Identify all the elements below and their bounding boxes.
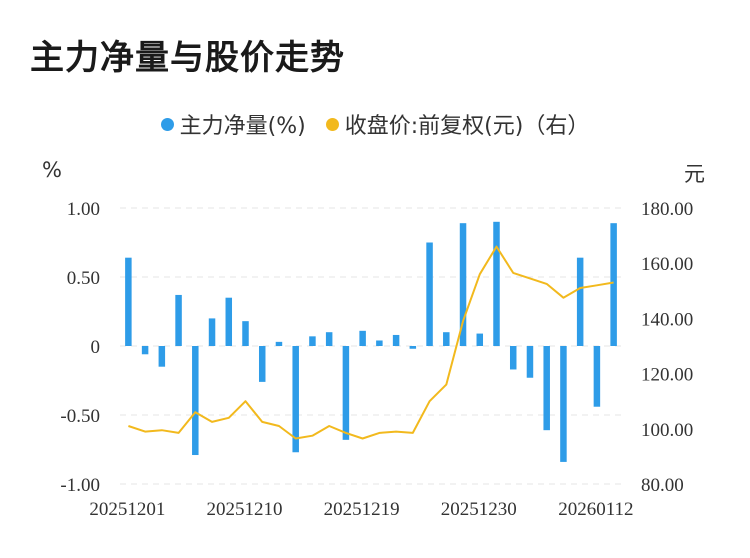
bar [141, 346, 149, 355]
bar [543, 346, 550, 431]
legend-label-line: 收盘价:前复权(元)（右） [344, 114, 590, 139]
legend-label-bar: 主力净量(%) [179, 114, 306, 139]
price-line [128, 245, 614, 440]
bar [125, 257, 132, 346]
bar [158, 346, 166, 367]
bar [208, 318, 216, 346]
legend-item-line[interactable]: 收盘价:前复权(元)（右） [325, 108, 590, 140]
chart-title: 主力净量与股价走势 [30, 38, 345, 78]
left-tick-label: 0 [91, 337, 101, 358]
bar [560, 346, 567, 462]
bar [175, 294, 182, 346]
bar [359, 330, 366, 346]
bar [476, 333, 484, 346]
bar [192, 346, 199, 456]
bar [409, 346, 417, 349]
bar [610, 223, 617, 346]
bar [342, 346, 350, 440]
left-tick-label: -1.00 [60, 475, 100, 496]
right-tick-label: 160.00 [641, 254, 693, 275]
bar [392, 334, 400, 346]
chart-legend: 主力净量(%) 收盘价:前复权(元)（右） [0, 108, 750, 140]
x-tick-label: 20251230 [441, 499, 517, 520]
bar [225, 297, 233, 346]
bar [459, 223, 467, 346]
legend-item-bar[interactable]: 主力净量(%) [160, 108, 306, 140]
x-tick-label: 20251219 [324, 499, 400, 520]
right-tick-label: 120.00 [641, 365, 693, 386]
bar [325, 332, 333, 346]
x-tick-label: 20260112 [558, 499, 633, 520]
right-tick-label: 140.00 [641, 309, 693, 330]
bar [526, 346, 534, 378]
bar [242, 321, 249, 346]
bar [593, 346, 601, 407]
bar [292, 346, 299, 453]
right-tick-label: 80.00 [641, 475, 684, 496]
x-tick-label: 20251201 [89, 499, 165, 520]
right-tick-label: 100.00 [641, 420, 693, 441]
legend-dot-line [325, 117, 339, 131]
bar [309, 336, 316, 346]
bar [376, 340, 383, 346]
bar [576, 257, 584, 346]
left-tick-label: 0.50 [67, 268, 100, 289]
bar [443, 332, 450, 346]
bar [426, 242, 433, 346]
right-tick-label: 180.00 [641, 199, 693, 220]
bar [509, 346, 517, 370]
right-axis-unit: 元 [684, 162, 705, 186]
x-tick-label: 20251210 [207, 499, 283, 520]
left-tick-label: -0.50 [60, 406, 100, 427]
left-axis-unit: % [42, 158, 62, 182]
bar [493, 221, 500, 346]
left-tick-label: 1.00 [67, 199, 100, 220]
bar [275, 341, 283, 346]
legend-dot-bar [160, 117, 174, 131]
bar [258, 346, 266, 382]
